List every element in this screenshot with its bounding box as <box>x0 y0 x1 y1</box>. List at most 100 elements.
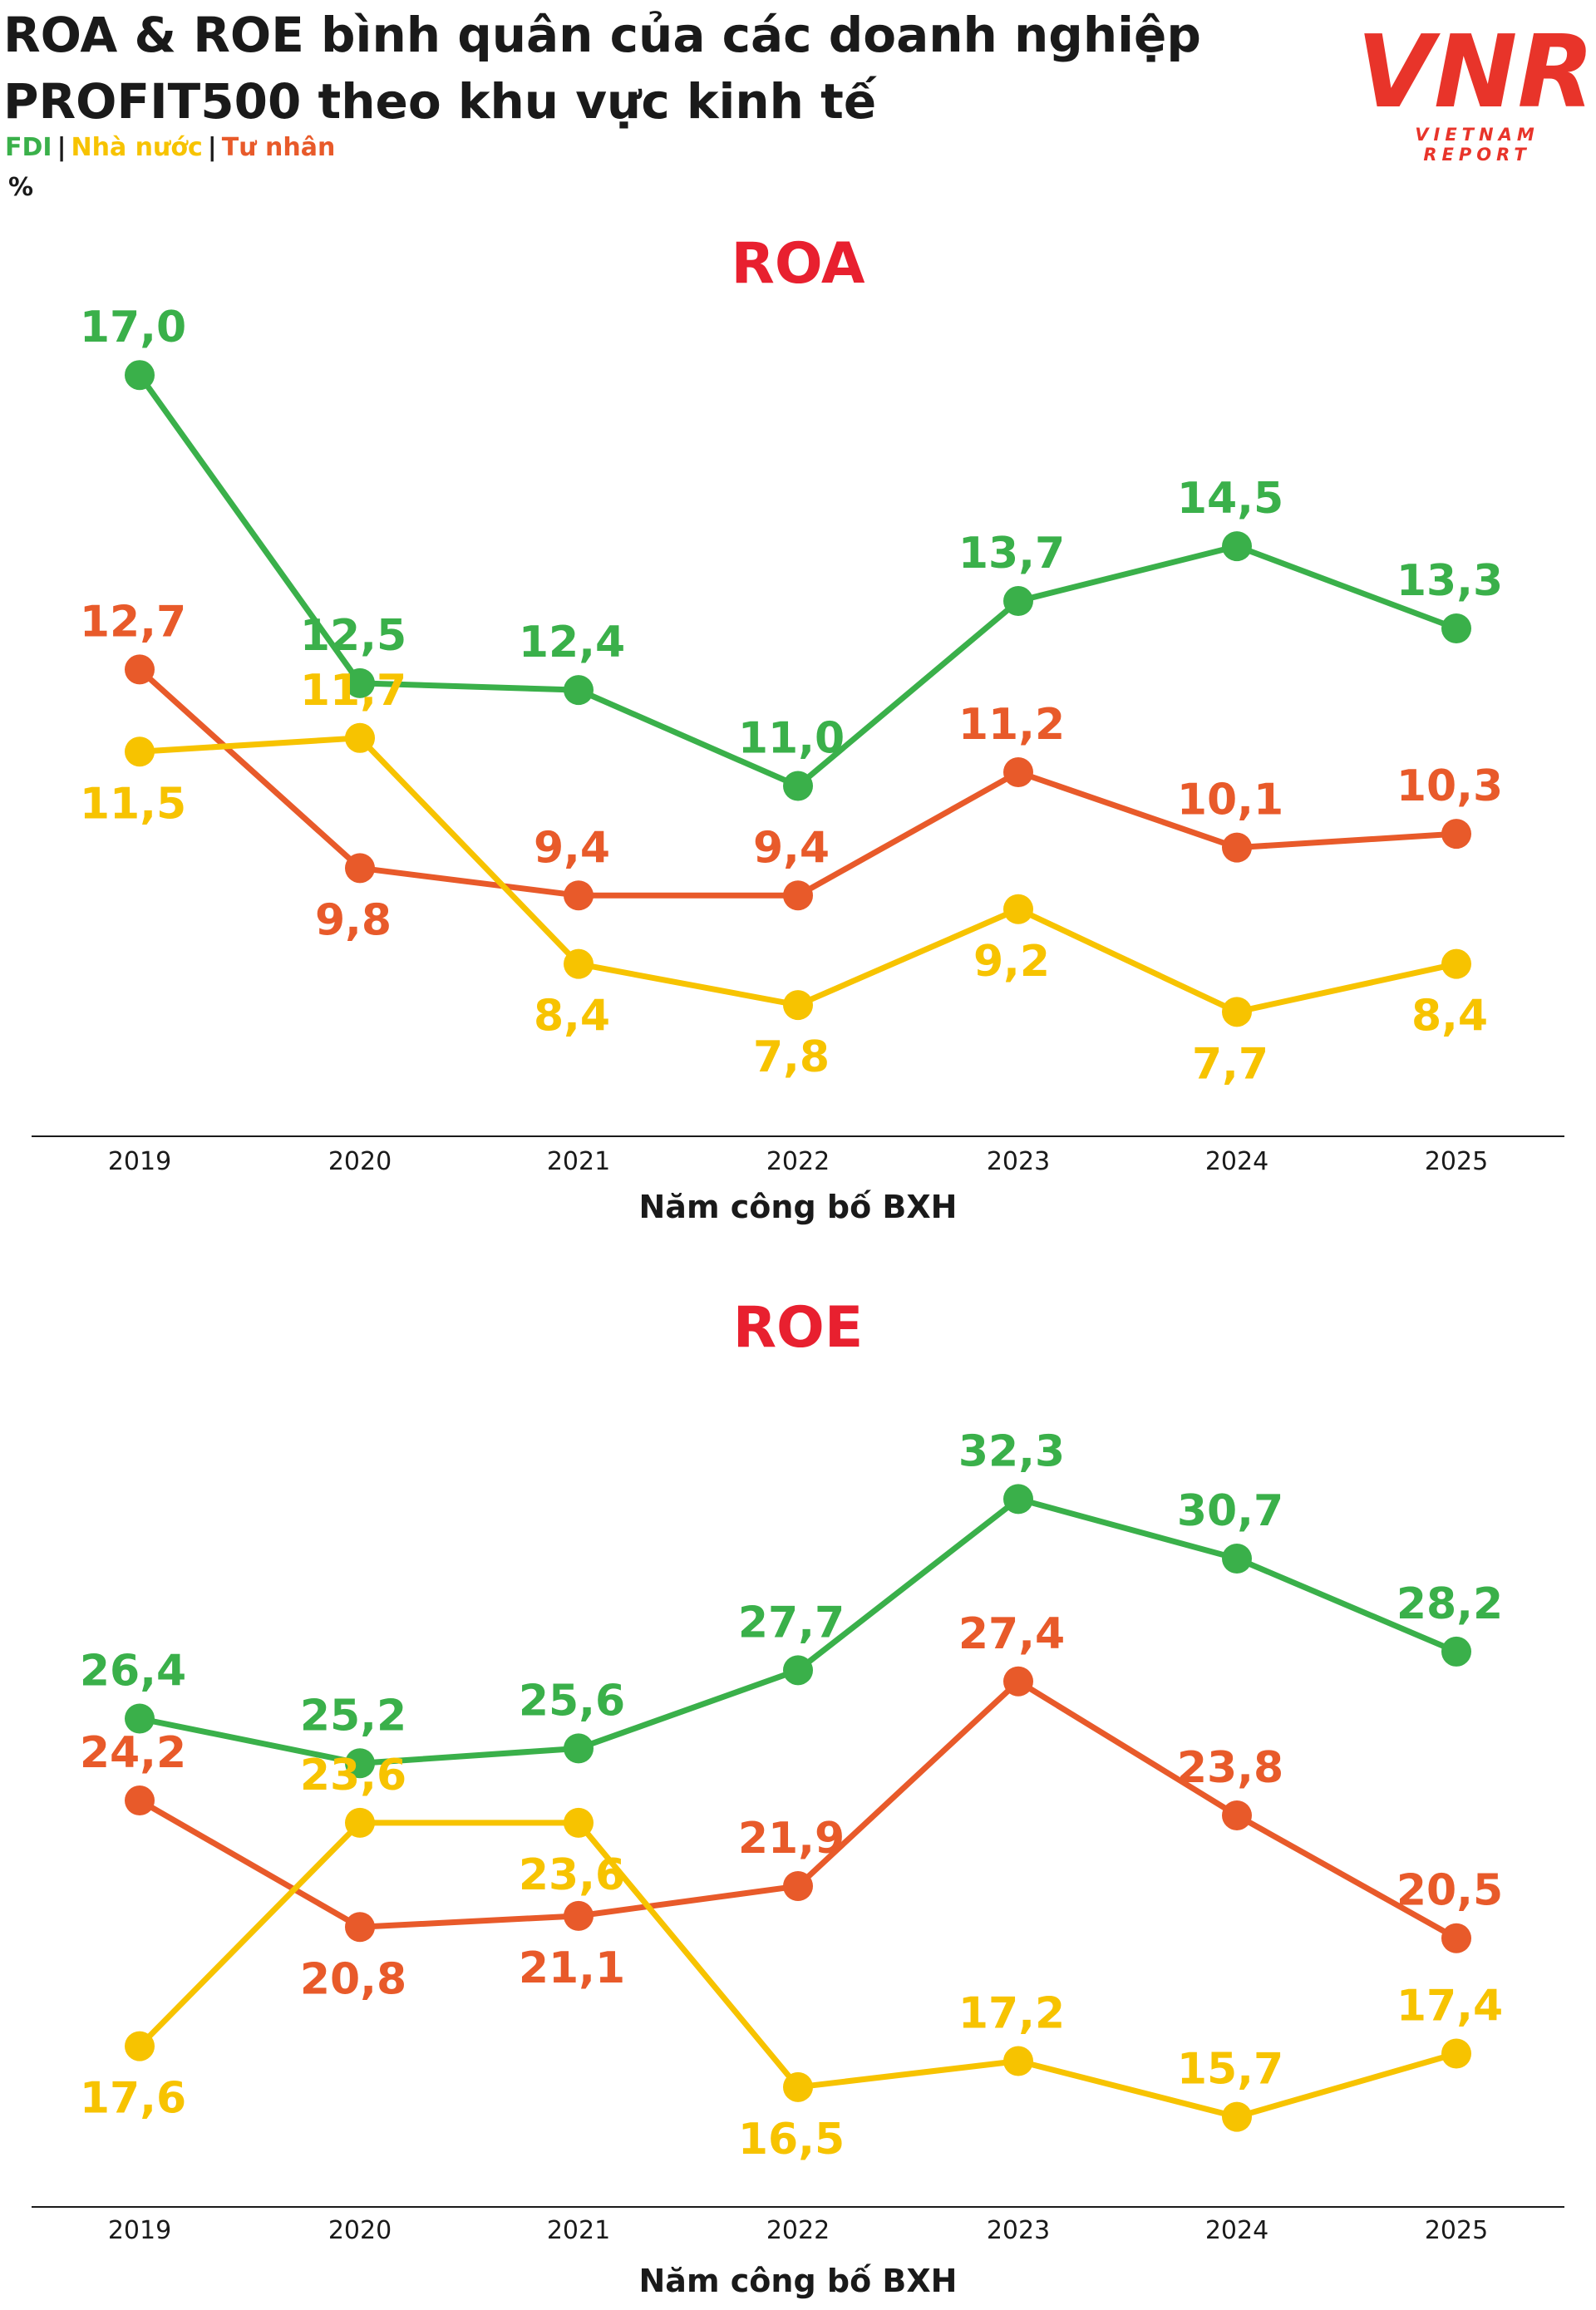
x-tick-label: 2025 <box>1425 1147 1488 1176</box>
data-label-fdi: 14,5 <box>1177 474 1283 524</box>
data-label-tu-nhan: 11,2 <box>958 700 1065 750</box>
legend-item-fdi: FDI <box>5 133 52 162</box>
roe-chart: ROE 2019 2020 2021 2022 2023 2024 2025 Năm công … <box>32 1295 1564 2299</box>
legend-separator: | <box>57 133 66 162</box>
x-tick-label: 2023 <box>987 1147 1050 1176</box>
x-tick-label: 2019 <box>108 2216 171 2245</box>
data-point-nha-nuoc <box>564 1807 594 1838</box>
title-line-2: PROFIT500 theo khu vực kinh tế <box>3 73 877 130</box>
data-point-fdi <box>783 771 813 801</box>
data-label-tu-nhan: 27,4 <box>958 1609 1065 1659</box>
data-point-nha-nuoc <box>125 2031 155 2061</box>
data-point-nha-nuoc <box>345 722 375 753</box>
data-label-nha-nuoc: 17,6 <box>80 2074 186 2124</box>
data-point-tu-nhan <box>783 880 813 911</box>
data-label-nha-nuoc: 11,7 <box>300 666 406 716</box>
data-label-fdi: 25,6 <box>519 1676 625 1726</box>
data-point-fdi <box>564 1733 594 1764</box>
unit-label: % <box>8 173 34 202</box>
data-point-fdi <box>1003 1484 1033 1515</box>
data-label-nha-nuoc: 23,6 <box>519 1850 625 1900</box>
x-tick-label: 2020 <box>328 1147 392 1176</box>
data-point-fdi <box>1222 531 1252 562</box>
data-point-fdi <box>1441 1636 1471 1667</box>
data-label-tu-nhan: 21,1 <box>519 1943 625 1993</box>
data-point-fdi <box>1222 1543 1252 1574</box>
x-tick-label: 2021 <box>547 2216 610 2245</box>
data-label-tu-nhan: 10,3 <box>1396 761 1503 811</box>
data-point-tu-nhan <box>1222 832 1252 863</box>
data-point-nha-nuoc <box>1441 2038 1471 2069</box>
data-label-fdi: 12,5 <box>300 611 406 661</box>
data-label-nha-nuoc: 8,4 <box>534 992 610 1042</box>
data-point-tu-nhan <box>1222 1800 1252 1830</box>
logo-mark: VNR <box>1357 15 1594 131</box>
data-point-nha-nuoc <box>1222 2101 1252 2132</box>
data-point-fdi <box>345 667 375 698</box>
data-label-nha-nuoc: 11,5 <box>80 779 186 829</box>
data-label-nha-nuoc: 17,2 <box>958 1988 1065 2038</box>
data-point-nha-nuoc <box>564 948 594 979</box>
data-label-tu-nhan: 20,8 <box>300 1954 406 2004</box>
page-title: ROA & ROE bình quân của các doanh nghiệp… <box>3 2 1250 135</box>
data-label-tu-nhan: 10,1 <box>1177 776 1283 825</box>
x-axis-label: Năm công bố BXH <box>639 2263 958 2299</box>
data-point-fdi <box>1441 613 1471 643</box>
data-label-fdi: 12,4 <box>519 618 625 667</box>
data-label-tu-nhan: 24,2 <box>80 1728 186 1778</box>
x-tick-label: 2024 <box>1205 2216 1268 2245</box>
data-point-nha-nuoc <box>1222 997 1252 1027</box>
data-label-tu-nhan: 9,4 <box>753 823 830 873</box>
legend-item-tu-nhan: Tư nhân <box>221 133 336 162</box>
data-label-fdi: 25,2 <box>300 1691 406 1741</box>
data-point-fdi <box>125 360 155 391</box>
data-label-tu-nhan: 12,7 <box>80 597 186 647</box>
data-point-nha-nuoc <box>345 1807 375 1838</box>
data-label-tu-nhan: 9,8 <box>315 895 392 945</box>
chart-title: ROA <box>732 231 865 297</box>
roa-chart: ROA 2019 2020 2021 2022 2023 2024 2025 Năm công … <box>32 231 1564 1225</box>
data-point-nha-nuoc <box>783 990 813 1021</box>
data-point-fdi <box>345 1748 375 1779</box>
x-tick-label: 2022 <box>766 2216 830 2245</box>
data-label-tu-nhan: 9,4 <box>534 823 610 873</box>
data-point-tu-nhan <box>1003 757 1033 787</box>
data-point-fdi <box>1003 586 1033 617</box>
data-point-tu-nhan <box>783 1871 813 1902</box>
legend: FDI | Nhà nước | Tư nhân <box>5 133 335 162</box>
data-label-tu-nhan: 21,9 <box>738 1814 845 1864</box>
data-point-tu-nhan <box>345 853 375 884</box>
data-point-tu-nhan <box>345 1912 375 1943</box>
logo-subtitle: VIETNAM REPORT <box>1415 125 1539 165</box>
data-point-fdi <box>783 1655 813 1686</box>
data-label-nha-nuoc: 7,8 <box>753 1032 830 1082</box>
data-point-nha-nuoc <box>1003 894 1033 924</box>
data-point-tu-nhan <box>125 1785 155 1816</box>
legend-item-nha-nuoc: Nhà nước <box>71 133 203 162</box>
data-label-fdi: 28,2 <box>1396 1579 1503 1629</box>
data-label-nha-nuoc: 7,7 <box>1192 1039 1268 1089</box>
data-point-tu-nhan <box>1441 1923 1471 1953</box>
data-label-fdi: 26,4 <box>80 1647 186 1697</box>
data-point-tu-nhan <box>564 1900 594 1931</box>
data-label-nha-nuoc: 16,5 <box>738 2115 845 2165</box>
data-point-tu-nhan <box>564 880 594 911</box>
data-label-tu-nhan: 23,8 <box>1177 1743 1283 1793</box>
x-tick-label: 2020 <box>328 2216 392 2245</box>
data-label-fdi: 17,0 <box>80 303 186 352</box>
data-label-fdi: 32,3 <box>958 1426 1065 1476</box>
title-line-1: ROA & ROE bình quân của các doanh nghiệp <box>3 7 1201 63</box>
data-label-fdi: 11,0 <box>738 713 845 763</box>
x-tick-label: 2024 <box>1205 1147 1268 1176</box>
chart-title: ROE <box>733 1295 864 1361</box>
data-label-fdi: 13,3 <box>1396 556 1503 606</box>
x-tick-label: 2019 <box>108 1147 171 1176</box>
data-label-tu-nhan: 20,5 <box>1396 1866 1503 1916</box>
data-label-fdi: 27,7 <box>738 1598 845 1648</box>
x-tick-label: 2022 <box>766 1147 830 1176</box>
data-label-nha-nuoc: 17,4 <box>1396 1982 1503 2032</box>
data-point-fdi <box>564 675 594 706</box>
data-label-nha-nuoc: 15,7 <box>1177 2045 1283 2095</box>
vnr-logo-icon: VNR <box>1357 15 1594 131</box>
data-point-tu-nhan <box>1003 1666 1033 1697</box>
